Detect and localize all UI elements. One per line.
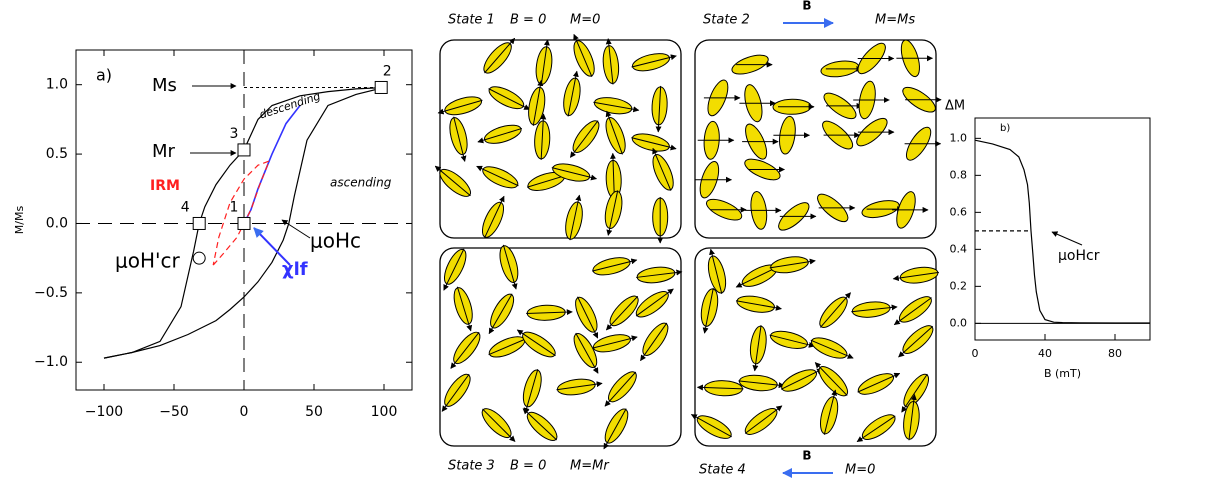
annotation: IRM: [150, 178, 180, 194]
y-tick-label: −1.0: [34, 354, 68, 370]
field-label: B: [802, 0, 811, 13]
x-tick-label: 50: [305, 404, 323, 420]
field-label: B = 0: [510, 13, 546, 28]
y-tick-label: 0.6: [950, 205, 968, 218]
point-label: 1: [230, 199, 239, 215]
state-label: State 1: [448, 13, 495, 28]
x-tick-label: 100: [371, 404, 398, 420]
x-tick-label: 0: [240, 404, 249, 420]
x-tick-label: 0: [972, 347, 979, 360]
magnetization-label: M=0: [845, 463, 875, 478]
point-label: 4: [181, 199, 190, 215]
y-tick-label: 0.5: [46, 146, 68, 162]
x-tick-label: 80: [1108, 347, 1122, 360]
plot-frame: [975, 118, 1150, 340]
point-label: 3: [230, 126, 239, 142]
x-axis-label: B (mT): [1044, 367, 1081, 380]
figure: −100 −50 0 50 100 1.0 0.5 0.0 −0.5 −1.0 M/Ms 1 2 3 4 a)…: [0, 0, 1208, 484]
y-tick-label: 0.0: [46, 215, 68, 231]
x-tick-label: −100: [85, 404, 123, 420]
magnetization-label: M=0: [570, 13, 600, 28]
marker: [193, 252, 205, 264]
y-tick-label: −0.5: [34, 285, 68, 301]
state-label: State 4: [699, 463, 746, 478]
y-axis-label: M/Ms: [13, 206, 26, 235]
annotation: μoH'cr: [115, 249, 180, 273]
magnetization-label: M=Ms: [875, 13, 915, 28]
annotation: descending: [258, 90, 322, 122]
marker: [375, 81, 387, 93]
y-tick-label: 0.4: [950, 242, 968, 255]
annotation: μoHc: [310, 229, 361, 253]
y-tick-label: 1.0: [46, 77, 68, 93]
annotation: b): [1000, 123, 1010, 134]
arrow: [1052, 232, 1082, 245]
marker: [238, 144, 250, 156]
y-tick-label: 1.0: [950, 131, 968, 144]
y-tick-label: 0.0: [950, 316, 968, 329]
point-label: 2: [383, 63, 392, 79]
annotation: ascending: [330, 176, 392, 190]
annotation: Ms: [152, 75, 177, 96]
magnetization-label: M=Mr: [570, 459, 610, 474]
field-label: B = 0: [510, 459, 546, 474]
annotation: μoHcr: [1058, 248, 1100, 264]
x-tick-label: 40: [1038, 347, 1052, 360]
x-tick-label: −50: [159, 404, 189, 420]
y-tick-label: 0.8: [950, 168, 968, 181]
marker: [238, 217, 250, 229]
state-label: State 3: [448, 459, 495, 474]
page: {"chart_data": [ {"type": "line", "ylabe…: [0, 0, 1208, 484]
marker: [193, 217, 205, 229]
y-tick-label: 0.2: [950, 279, 968, 292]
annotation: Mr: [152, 141, 176, 162]
series-line: [975, 140, 1150, 323]
state-label: State 2: [703, 13, 750, 28]
arrow: [254, 228, 290, 265]
y-axis-label: ΔM: [945, 99, 965, 114]
field-label: B: [802, 449, 811, 463]
arrow: [282, 220, 310, 238]
annotation: a): [96, 66, 112, 85]
